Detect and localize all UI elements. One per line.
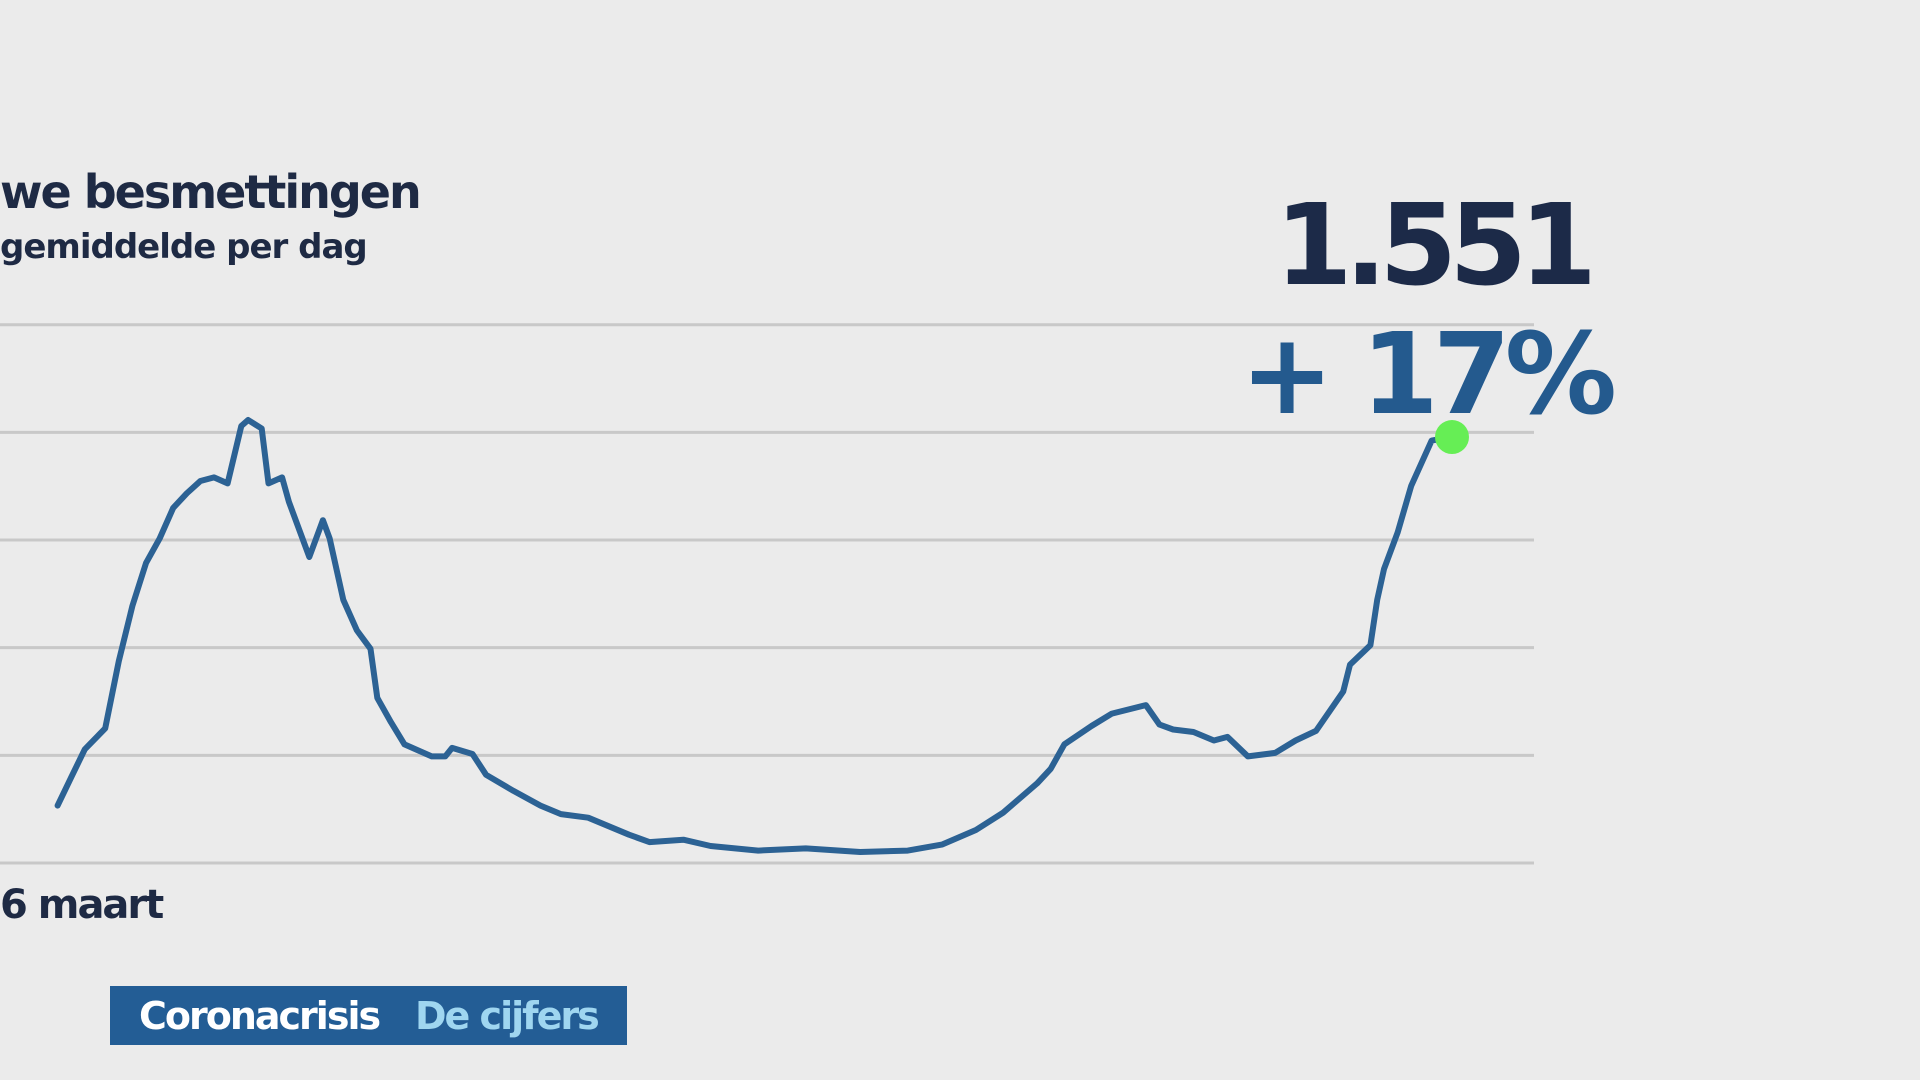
footer-section: Coronacrisis [139,994,379,1038]
chart-subtitle: gemiddelde per dag [0,227,367,267]
x-tick-label: 6 maart [0,882,164,928]
data-line [54,417,1455,855]
footer-box [110,986,627,1045]
change-value: + 17% [1240,310,1614,440]
headline-value: 1.551 [1275,181,1590,311]
footer-topic: De cijfers [415,994,598,1038]
chart-title: we besmettingen [0,165,420,219]
last-point [1435,420,1469,455]
